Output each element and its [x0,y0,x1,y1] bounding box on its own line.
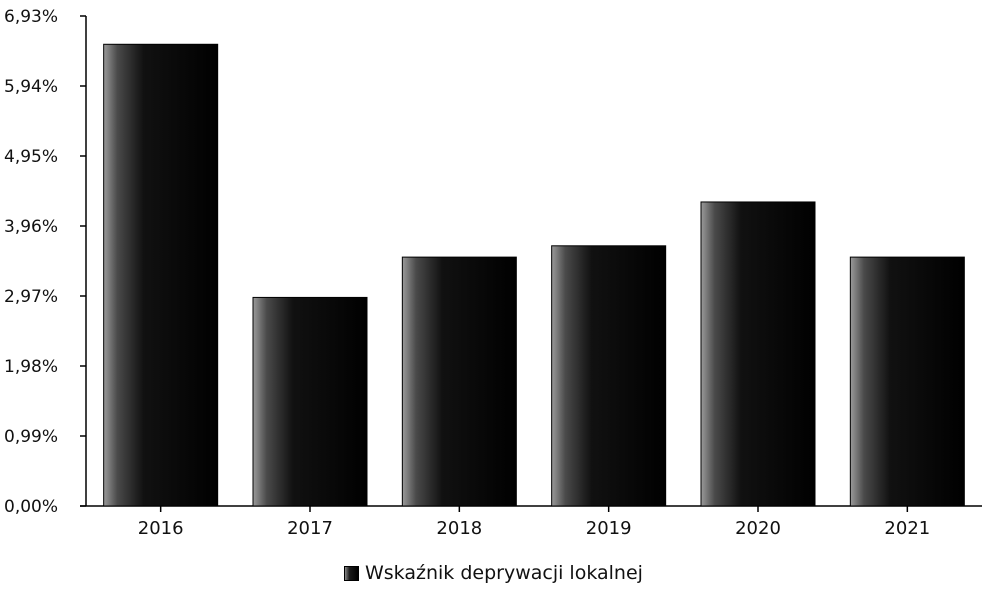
bar-2018 [401,256,517,507]
x-tick-label-2021: 2021 [884,518,930,539]
x-axis: 2016 2017 2018 2019 2020 2021 [80,505,982,539]
y-tick-label: 1,98% [4,357,58,377]
y-tick-label: 3,96% [4,217,58,237]
y-tick-label: 5,94% [4,77,58,97]
y-tick-label: 0,99% [4,427,58,447]
y-axis: 0,00% 0,99% 1,98% 2,97% 3,96% 4,95% 5,94% 6,93% [4,7,87,517]
legend-swatch [344,565,359,581]
x-tick-label-2017: 2017 [287,518,333,539]
bar-2020 [700,201,816,507]
y-tick-label: 4,95% [4,147,58,167]
legend-label: Wskaźnik deprywacji lokalnej [365,562,643,584]
x-tick-label-2019: 2019 [586,518,632,539]
y-tick-label: 2,97% [4,287,58,307]
y-tick-label: 6,93% [4,7,58,27]
legend: Wskaźnik deprywacji lokalnej [344,562,643,584]
bar-2021 [849,256,965,507]
bar-2017 [252,296,368,507]
bar-2019 [551,245,667,507]
x-tick-label-2016: 2016 [138,518,184,539]
y-tick-label: 0,00% [4,497,58,517]
bars [103,43,965,507]
x-tick-label-2020: 2020 [735,518,781,539]
bar-2016 [103,43,219,507]
x-tick-label-2018: 2018 [436,518,482,539]
